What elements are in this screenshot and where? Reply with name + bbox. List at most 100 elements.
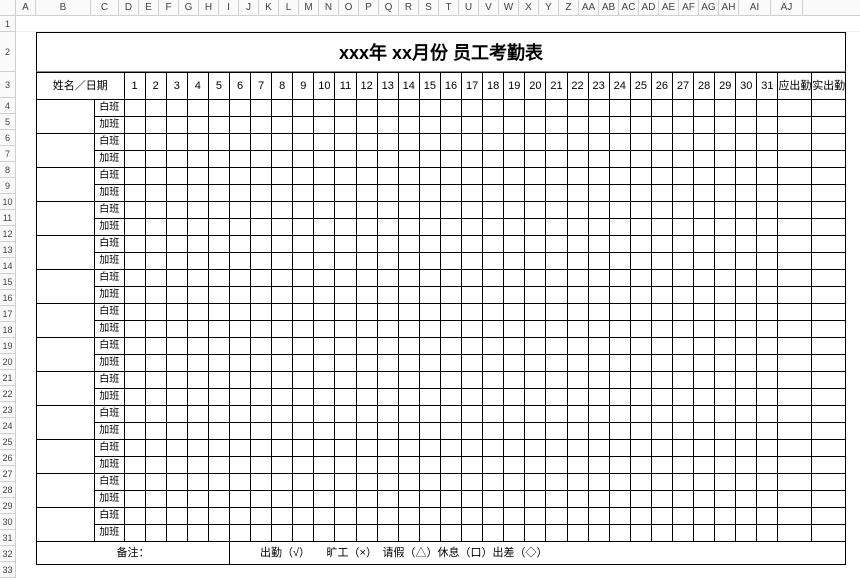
cell[interactable] (187, 219, 208, 236)
cell[interactable] (419, 151, 440, 168)
cell[interactable] (546, 253, 567, 270)
cell[interactable] (651, 389, 672, 406)
row-header-21[interactable]: 21 (0, 370, 16, 386)
cell[interactable] (694, 389, 715, 406)
shift-ot-3[interactable]: 加班 (95, 219, 125, 236)
cell[interactable] (145, 508, 166, 525)
cell[interactable] (757, 134, 778, 151)
cell[interactable] (356, 508, 377, 525)
cell[interactable] (314, 491, 335, 508)
cell[interactable] (483, 508, 504, 525)
row-header-12[interactable]: 12 (0, 226, 16, 242)
cell[interactable] (166, 355, 187, 372)
cell[interactable] (588, 270, 609, 287)
cell[interactable] (166, 185, 187, 202)
cell[interactable] (230, 236, 251, 253)
cell[interactable] (672, 406, 693, 423)
cell[interactable] (567, 270, 588, 287)
cell[interactable] (251, 355, 272, 372)
cell[interactable] (293, 440, 314, 457)
cell[interactable] (335, 321, 356, 338)
cell[interactable] (230, 253, 251, 270)
cell[interactable] (356, 406, 377, 423)
cell[interactable] (440, 491, 461, 508)
cell[interactable] (609, 372, 630, 389)
cell[interactable] (145, 372, 166, 389)
cell[interactable] (812, 491, 846, 508)
cell[interactable] (166, 304, 187, 321)
cell[interactable] (208, 457, 229, 474)
col-header-Z[interactable]: Z (559, 0, 579, 15)
cell[interactable] (462, 202, 483, 219)
cell[interactable] (757, 355, 778, 372)
cell[interactable] (715, 389, 736, 406)
shift-day-5[interactable]: 白班 (95, 270, 125, 287)
cell[interactable] (588, 338, 609, 355)
cell[interactable] (314, 304, 335, 321)
cell[interactable] (398, 134, 419, 151)
row-header-3[interactable]: 3 (0, 72, 16, 98)
cell[interactable] (356, 202, 377, 219)
cell[interactable] (440, 202, 461, 219)
cell[interactable] (145, 491, 166, 508)
cell[interactable] (546, 423, 567, 440)
cell[interactable] (208, 219, 229, 236)
cell[interactable] (715, 151, 736, 168)
cell[interactable] (546, 406, 567, 423)
cell[interactable] (293, 287, 314, 304)
cell[interactable] (757, 270, 778, 287)
cell[interactable] (757, 457, 778, 474)
cell[interactable] (293, 423, 314, 440)
cell[interactable] (504, 236, 525, 253)
cell[interactable] (272, 372, 293, 389)
cell[interactable] (715, 508, 736, 525)
cell[interactable] (208, 304, 229, 321)
cell[interactable] (588, 423, 609, 440)
col-header-V[interactable]: V (479, 0, 499, 15)
col-header-J[interactable]: J (239, 0, 259, 15)
cell[interactable] (651, 270, 672, 287)
cell[interactable] (483, 440, 504, 457)
cell[interactable] (778, 355, 812, 372)
cell[interactable] (398, 304, 419, 321)
header-day-28[interactable]: 28 (694, 73, 715, 100)
cell[interactable] (504, 304, 525, 321)
cell[interactable] (715, 100, 736, 117)
cell[interactable] (230, 508, 251, 525)
cell[interactable] (230, 389, 251, 406)
cell[interactable] (483, 185, 504, 202)
cell[interactable] (609, 423, 630, 440)
cell[interactable] (504, 185, 525, 202)
col-header-P[interactable]: P (359, 0, 379, 15)
cell[interactable] (398, 219, 419, 236)
cell[interactable] (778, 253, 812, 270)
cell[interactable] (398, 321, 419, 338)
cell[interactable] (419, 423, 440, 440)
cell[interactable] (314, 134, 335, 151)
cell[interactable] (272, 338, 293, 355)
cell[interactable] (166, 389, 187, 406)
header-day-26[interactable]: 26 (651, 73, 672, 100)
row-header-20[interactable]: 20 (0, 354, 16, 370)
cell[interactable] (778, 406, 812, 423)
cell[interactable] (567, 168, 588, 185)
cell[interactable] (462, 423, 483, 440)
cell[interactable] (124, 338, 145, 355)
cell[interactable] (419, 168, 440, 185)
cell[interactable] (377, 202, 398, 219)
cell[interactable] (272, 406, 293, 423)
cell[interactable] (230, 117, 251, 134)
cell[interactable] (272, 440, 293, 457)
cell[interactable] (293, 219, 314, 236)
cell[interactable] (736, 236, 757, 253)
cell[interactable] (145, 474, 166, 491)
header-day-24[interactable]: 24 (609, 73, 630, 100)
cell[interactable] (187, 270, 208, 287)
cell[interactable] (377, 525, 398, 542)
cell[interactable] (230, 440, 251, 457)
cell[interactable] (504, 100, 525, 117)
col-header-AJ[interactable]: AJ (771, 0, 803, 15)
row-header-23[interactable]: 23 (0, 402, 16, 418)
cell[interactable] (145, 168, 166, 185)
cell[interactable] (208, 423, 229, 440)
